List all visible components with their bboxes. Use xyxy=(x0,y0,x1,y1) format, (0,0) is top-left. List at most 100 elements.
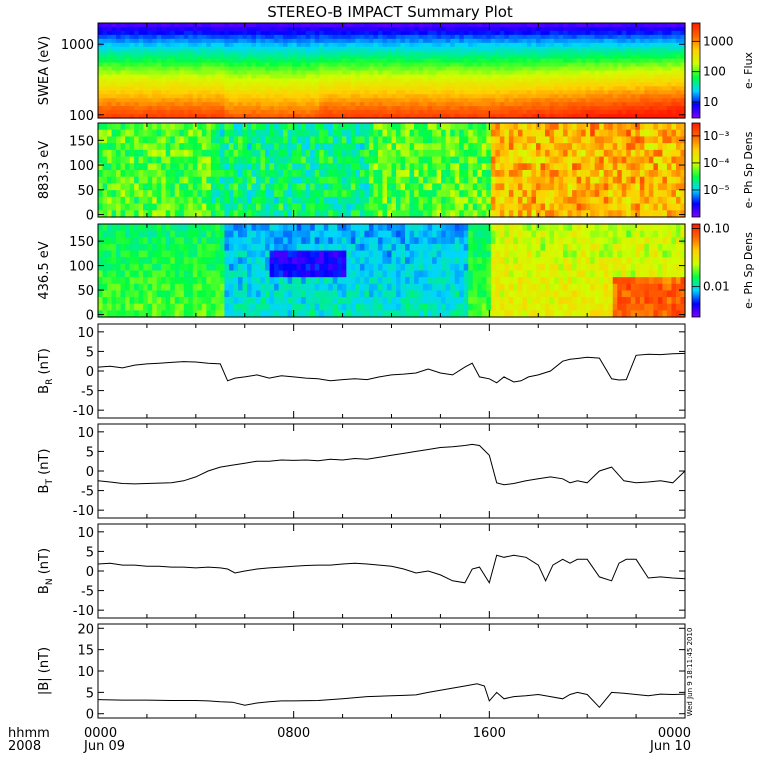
heatmap-cell xyxy=(206,123,211,130)
heatmap-cell xyxy=(495,74,500,79)
heatmap-cell xyxy=(369,23,374,28)
heatmap-cell xyxy=(166,98,171,103)
heatmap-cell xyxy=(459,67,464,72)
heatmap-cell xyxy=(378,35,383,40)
heatmap-cell xyxy=(265,71,270,76)
heatmap-cell xyxy=(301,39,306,44)
heatmap-cell xyxy=(577,63,582,68)
heatmap-cell xyxy=(545,31,550,36)
heatmap-cell xyxy=(446,47,451,52)
heatmap-cell xyxy=(536,47,541,52)
heatmap-cell xyxy=(333,63,338,68)
heatmap-cell xyxy=(468,86,473,91)
heatmap-cell xyxy=(364,123,369,130)
heatmap-cell xyxy=(545,39,550,44)
heatmap-cell xyxy=(590,63,595,68)
heatmap-cell xyxy=(577,59,582,64)
heatmap-cell xyxy=(459,183,464,190)
heatmap-cell xyxy=(206,90,211,95)
heatmap-cell xyxy=(152,136,157,143)
heatmap-cell xyxy=(157,98,162,103)
heatmap-cell xyxy=(319,39,324,44)
heatmap-cell xyxy=(342,163,347,170)
heatmap-cell xyxy=(414,136,419,143)
heatmap-cell xyxy=(112,163,117,170)
heatmap-cell xyxy=(414,59,419,64)
heatmap-cell xyxy=(396,130,401,137)
heatmap-cell xyxy=(197,39,202,44)
heatmap-cell xyxy=(653,51,658,56)
heatmap-cell xyxy=(215,102,220,107)
heatmap-cell xyxy=(170,55,175,60)
heatmap-cell xyxy=(541,143,546,150)
heatmap-cell xyxy=(342,86,347,91)
heatmap-cell xyxy=(419,94,424,99)
heatmap-cell xyxy=(640,43,645,48)
heatmap-cell xyxy=(518,170,523,177)
heatmap-cell xyxy=(414,204,419,211)
heatmap-cell xyxy=(428,190,433,197)
heatmap-cell xyxy=(103,157,108,164)
heatmap-cell xyxy=(441,90,446,95)
heatmap-cell xyxy=(148,123,153,130)
heatmap-cell xyxy=(563,177,568,184)
heatmap-cell xyxy=(310,94,315,99)
heatmap-cell xyxy=(586,170,591,177)
heatmap-cell xyxy=(373,102,378,107)
heatmap-cell xyxy=(608,35,613,40)
heatmap-cell xyxy=(238,43,243,48)
heatmap-cell xyxy=(170,150,175,157)
heatmap-cell xyxy=(617,47,622,52)
heatmap-cell xyxy=(604,31,609,36)
heatmap-cell xyxy=(238,86,243,91)
heatmap-cell xyxy=(450,177,455,184)
heatmap-cell xyxy=(211,71,216,76)
heatmap-cell xyxy=(342,204,347,211)
heatmap-cell xyxy=(229,86,234,91)
heatmap-cell xyxy=(387,55,392,60)
heatmap-cell xyxy=(653,47,658,52)
heatmap-cell xyxy=(590,59,595,64)
heatmap-cell xyxy=(193,98,198,103)
heatmap-cell xyxy=(559,31,564,36)
heatmap-cell xyxy=(644,190,649,197)
heatmap-cell xyxy=(563,123,568,130)
heatmap-cell xyxy=(328,177,333,184)
heatmap-cell xyxy=(197,43,202,48)
heatmap-cell xyxy=(351,102,356,107)
heatmap-cell xyxy=(369,55,374,60)
heatmap-cell xyxy=(233,78,238,83)
heatmap-cell xyxy=(270,170,275,177)
heatmap-cell xyxy=(233,98,238,103)
heatmap-cell xyxy=(364,110,369,115)
heatmap-cell xyxy=(134,136,139,143)
heatmap-cell xyxy=(310,31,315,36)
heatmap-cell xyxy=(667,163,672,170)
heatmap-cell xyxy=(193,59,198,64)
heatmap-cell xyxy=(215,39,220,44)
heatmap-cell xyxy=(184,55,189,60)
heatmap-cell xyxy=(414,43,419,48)
heatmap-cell xyxy=(459,74,464,79)
heatmap-cell xyxy=(500,123,505,130)
heatmap-cell xyxy=(355,47,360,52)
heatmap-cell xyxy=(369,157,374,164)
heatmap-cell xyxy=(545,23,550,28)
heatmap-cell xyxy=(279,177,284,184)
heatmap-cell xyxy=(274,39,279,44)
heatmap-cell xyxy=(559,177,564,184)
heatmap-cell xyxy=(301,31,306,36)
heatmap-cell xyxy=(252,43,257,48)
heatmap-cell xyxy=(161,123,166,130)
heatmap-cell xyxy=(554,106,559,111)
heatmap-cell xyxy=(536,143,541,150)
heatmap-cell xyxy=(382,27,387,32)
heatmap-cell xyxy=(396,177,401,184)
heatmap-cell xyxy=(301,204,306,211)
heatmap-cell xyxy=(495,190,500,197)
heatmap-cell xyxy=(667,74,672,79)
heatmap-cell xyxy=(590,106,595,111)
heatmap-cell xyxy=(364,150,369,157)
heatmap-cell xyxy=(360,110,365,115)
heatmap-cell xyxy=(148,47,153,52)
